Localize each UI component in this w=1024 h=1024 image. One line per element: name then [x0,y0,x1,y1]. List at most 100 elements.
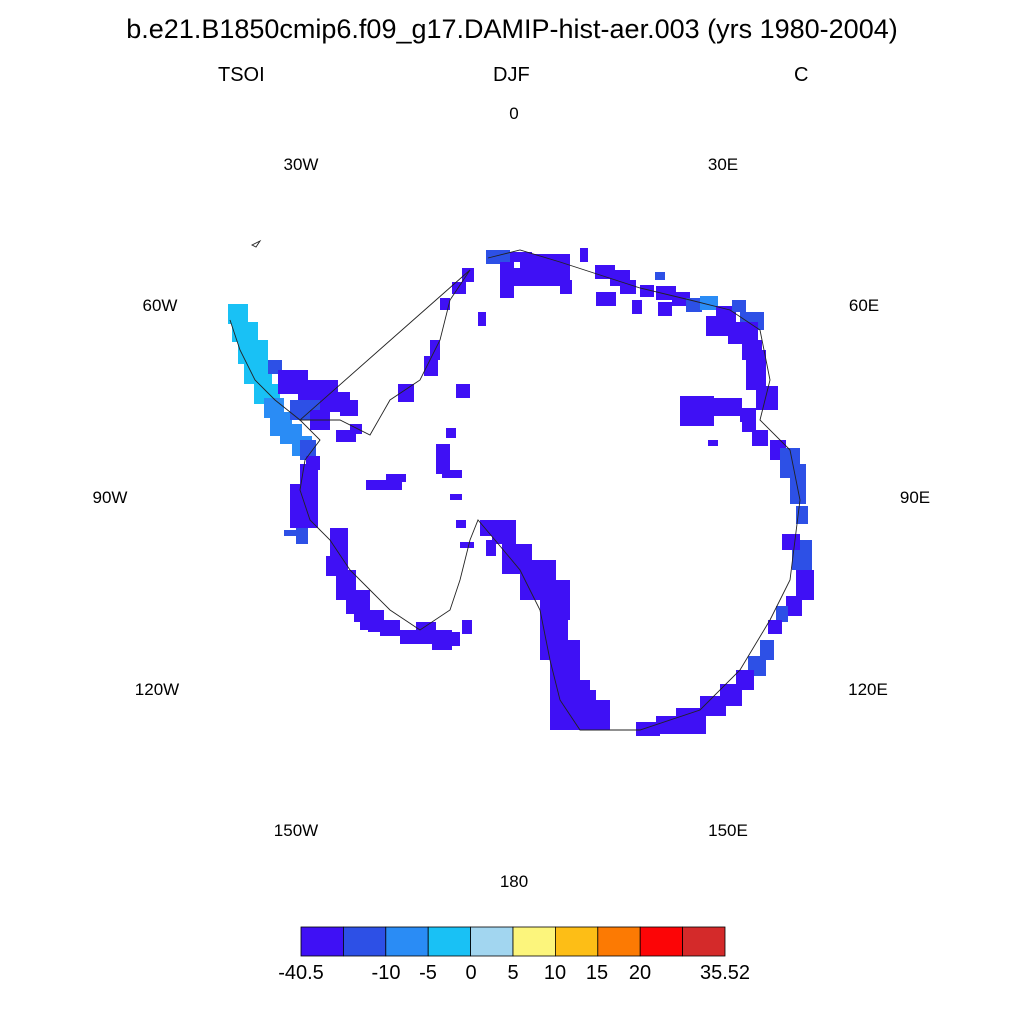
field-cell [514,268,570,286]
field-cell [740,408,756,422]
colorbar-label: 0 [465,962,477,984]
field-cell [306,456,320,470]
lon-label-0: 0 [509,104,519,123]
lon-label-90e: 90E [899,488,931,507]
colorbar-label: 10 [543,962,567,984]
colorbar-box [597,926,641,957]
field-cell [366,480,402,490]
field-cell [432,630,452,650]
lon-label-90w: 90W [92,488,128,507]
field-cell [436,444,450,474]
lon-label-30w: 30W [283,155,319,174]
field-cell [448,632,460,646]
field-cell [340,400,358,416]
colorbar-label: -10 [371,962,401,984]
field-cell [680,396,714,426]
colorbar-label-max: 35.52 [699,962,751,984]
field-cell [440,298,450,310]
field-cell [756,386,778,410]
colorbar-box [555,926,599,957]
field-cell [658,302,672,316]
field-cell [596,292,616,306]
field-cell [416,622,436,644]
field-cell [424,356,438,376]
field-cell [330,528,348,556]
units-label: C [794,64,809,86]
field-cell [300,440,316,460]
lon-label-150w: 150W [273,821,319,840]
field-cell [746,350,766,390]
field-cell [462,268,474,282]
field-cell [672,292,690,306]
field-cell [700,296,718,310]
field-cell [760,640,774,660]
colorbar-box [470,926,514,957]
field-cell [480,520,500,536]
field-cell [580,700,610,730]
field-cell [446,428,456,438]
lon-label-150e: 150E [708,821,748,840]
field-cell [768,620,782,634]
colorbar-box [639,926,684,957]
colorbar-label: 5 [507,962,519,984]
lon-label-30e: 30E [707,155,739,174]
field-cell [244,360,272,384]
field-cell [520,254,570,272]
field-cell [284,530,296,536]
colorbar-box [385,926,429,957]
field-cell [460,542,474,548]
field-cell [486,250,510,264]
field-cell [368,622,380,632]
field-cell [560,280,572,294]
field-cell [400,630,416,644]
lon-label-60e: 60E [848,296,880,315]
colorbar-box [682,926,726,957]
field-cell [776,606,788,622]
field-cell [786,596,802,616]
field-cell [350,424,362,434]
colorbar-box [300,926,344,957]
field-cell [640,285,654,297]
colorbar-label: 15 [585,962,609,984]
field-cell [442,470,462,478]
plot-title: b.e21.B1850cmip6.f09_g17.DAMIP-hist-aer.… [126,14,898,44]
field-cell [380,620,400,636]
field-cell [752,430,768,446]
lon-label-120w: 120W [134,680,180,699]
field-cell [728,322,758,344]
field-cell [398,384,414,402]
field-cell [296,528,308,544]
field-cell [228,304,248,324]
field-cell [478,312,486,326]
lon-label-120e: 120E [848,680,888,699]
colorbar-box [427,926,472,957]
field-cell [796,570,814,600]
colorbar-label: 20 [628,962,652,984]
soil-temperature-field [228,248,814,736]
antarctica-coastline [229,249,801,731]
field-cell [732,300,746,312]
colorbar-box [512,926,556,957]
field-cell [676,708,706,734]
lon-label-60w: 60W [142,296,178,315]
field-cell [742,420,756,432]
field-cell [486,540,496,556]
field-cell [655,272,665,280]
field-cell [620,280,636,294]
field-cell [462,620,472,634]
field-cell [290,484,318,528]
field-cell [700,696,726,716]
field-cell [656,286,676,300]
lon-label-180: 180 [499,872,529,891]
field-cell [232,322,258,342]
field-cell [790,464,806,504]
field-cell [354,612,364,622]
field-cell [686,298,702,312]
field-cell [712,398,742,416]
field-cell [456,520,466,528]
field-cell [386,474,406,482]
colorbar-box [342,926,387,957]
field-cell [500,262,514,298]
